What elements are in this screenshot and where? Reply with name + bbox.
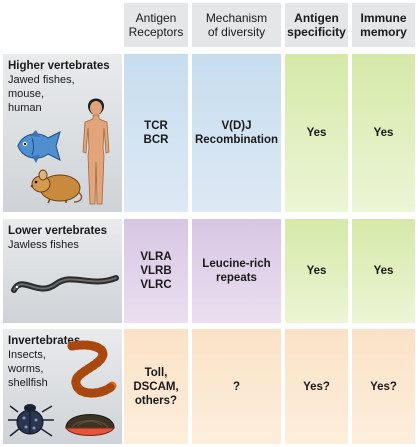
cell-memory-lower: Yes bbox=[352, 219, 415, 323]
mouse-icon bbox=[30, 169, 83, 204]
header-immune-memory: Immune memory bbox=[352, 3, 415, 47]
cell-specificity-invertebrates: Yes? bbox=[285, 329, 348, 444]
clam-icon bbox=[65, 414, 115, 436]
row-subtitle: Jawless fishes bbox=[8, 239, 79, 251]
header-antigen-specificity: Antigen specificity bbox=[285, 3, 348, 47]
cell-memory-higher: Yes bbox=[352, 54, 415, 212]
worm-icon bbox=[67, 340, 117, 398]
cell-mechanism-lower: Leucine-rich repeats bbox=[192, 219, 281, 323]
cell-receptors-lower: VLRA VLRB VLRC bbox=[124, 219, 188, 323]
lamprey-icon bbox=[11, 275, 119, 293]
cell-mechanism-invertebrates: ? bbox=[192, 329, 281, 444]
human-icon bbox=[82, 98, 110, 205]
cell-memory-invertebrates: Yes? bbox=[352, 329, 415, 444]
fish-icon bbox=[17, 130, 61, 163]
header-mechanism-of-diversity: Mechanism of diversity bbox=[192, 3, 281, 47]
cell-receptors-higher: TCR BCR bbox=[124, 54, 188, 212]
row-subtitle: Jawed fishes, mouse, human bbox=[8, 74, 75, 114]
row-label-lower-vertebrates: Lower vertebrates Jawless fishes bbox=[3, 219, 122, 323]
beetle-icon bbox=[8, 404, 54, 437]
row-title: Lower vertebrates bbox=[8, 225, 108, 237]
row-title: Higher vertebrates bbox=[8, 60, 110, 72]
row-title: Invertebrates bbox=[8, 335, 81, 347]
row-subtitle: Insects, worms, shellfish bbox=[8, 349, 48, 389]
cell-specificity-lower: Yes bbox=[285, 219, 348, 323]
cell-receptors-invertebrates: Toll, DSCAM, others? bbox=[124, 329, 188, 444]
cell-mechanism-higher: V(D)J Recombination bbox=[192, 54, 281, 212]
cell-specificity-higher: Yes bbox=[285, 54, 348, 212]
header-antigen-receptors: Antigen Receptors bbox=[124, 3, 188, 47]
